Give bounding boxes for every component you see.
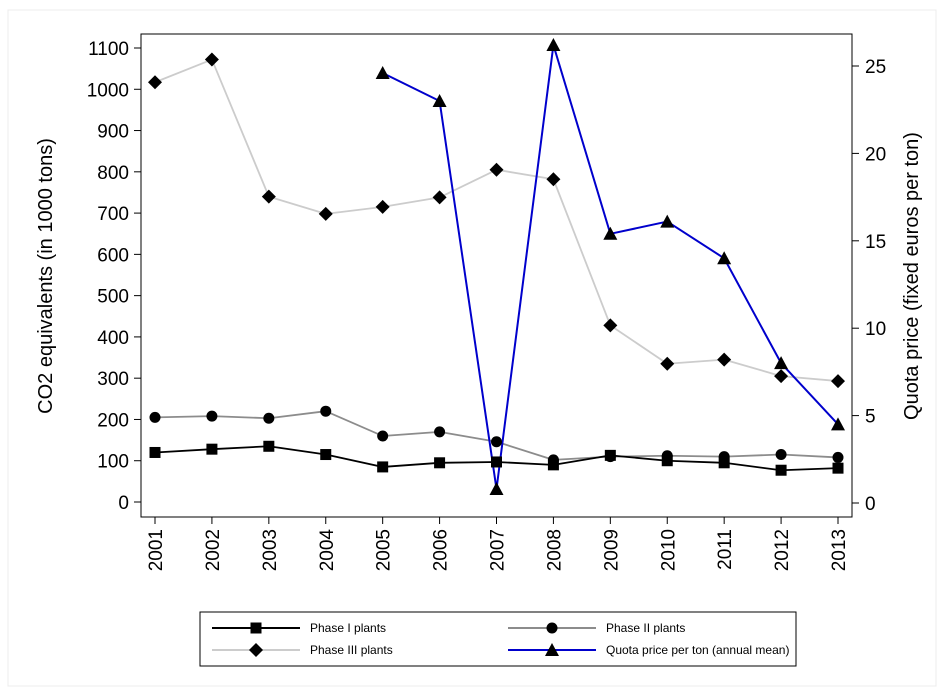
- series-point-square: [434, 457, 446, 469]
- series-point-diamond: [546, 172, 561, 187]
- series-point-square: [206, 443, 218, 455]
- series-point-triangle: [717, 251, 732, 265]
- legend-label: Phase I plants: [310, 621, 386, 635]
- axes-layer: 0 100 200 300 400 500 600 700 800 900 1000 1100 0 5 10…: [35, 33, 923, 572]
- y-axis-title: CO2 equivalents (in 1000 tons): [35, 138, 57, 414]
- x-tick-label: 2007: [488, 529, 509, 571]
- series-point-triangle: [375, 65, 390, 79]
- y-tick-label: 300: [97, 369, 129, 390]
- series-point-circle: [775, 449, 787, 461]
- series-point-triangle: [546, 38, 561, 52]
- chart-frame: [7, 9, 937, 687]
- series-point-diamond: [261, 189, 276, 204]
- y-tick-label: 500: [97, 287, 129, 308]
- series-point-square: [263, 440, 275, 452]
- y-tick-label: 0: [118, 493, 129, 514]
- series-point-square: [832, 462, 844, 474]
- series-point-diamond: [603, 318, 618, 333]
- series-point-diamond: [717, 352, 732, 367]
- series-point-triangle: [831, 417, 845, 431]
- x-tick-label: 2002: [203, 529, 224, 571]
- series-point-triangle: [660, 214, 675, 228]
- x-tick-label: 2009: [601, 529, 622, 571]
- y-tick-label: 1100: [88, 39, 129, 60]
- series-point-square: [320, 449, 332, 461]
- legend-label: Phase II plants: [606, 621, 685, 635]
- series-point-circle: [206, 410, 218, 422]
- series-layer: [148, 38, 845, 496]
- series-point-square: [661, 455, 673, 467]
- x-tick-label: 2013: [829, 529, 850, 571]
- x-tick-label: 2006: [431, 529, 452, 571]
- y-tick-label: 800: [97, 163, 129, 184]
- y-tick-label: 900: [97, 122, 129, 143]
- series-point-diamond: [432, 190, 447, 205]
- y2-tick-label: 25: [865, 57, 886, 78]
- y2-tick-label: 10: [865, 319, 886, 340]
- series-point-circle: [434, 426, 446, 438]
- series-point-diamond: [774, 369, 789, 384]
- y-tick-label: 400: [97, 328, 129, 349]
- y-tick-label: 700: [97, 204, 129, 225]
- series-point-circle: [263, 412, 275, 424]
- series-point-triangle: [432, 93, 447, 107]
- series-point-diamond: [660, 356, 675, 371]
- x-tick-label: 2004: [317, 529, 338, 572]
- y2-axis-title: Quota price (fixed euros per ton): [901, 132, 923, 420]
- y2-tick-label: 0: [865, 494, 876, 515]
- y2-tick-label: 15: [865, 232, 886, 253]
- series-point-circle: [149, 411, 161, 423]
- y2-tick-label: 5: [865, 407, 876, 428]
- y-tick-label: 200: [97, 410, 129, 431]
- x-tick-label: 2011: [715, 529, 736, 570]
- series-point-square: [491, 456, 502, 468]
- series-point-diamond: [489, 162, 504, 177]
- series-point-square: [377, 461, 389, 473]
- series-point-triangle: [603, 226, 618, 240]
- y-tick-label: 100: [97, 452, 129, 473]
- series-point-square: [604, 449, 616, 461]
- series-point-triangle: [774, 356, 789, 370]
- series-point-triangle: [489, 482, 504, 496]
- x-tick-label: 2010: [658, 529, 679, 571]
- series-point-circle: [377, 430, 389, 442]
- y-tick-label: 1000: [87, 80, 129, 101]
- series-point-square: [547, 459, 559, 471]
- legend-marker-triangle: [545, 643, 559, 656]
- series-point-square: [775, 464, 787, 476]
- series-point-diamond: [318, 206, 333, 221]
- series-point-diamond: [148, 75, 162, 90]
- legend-box: [199, 611, 797, 667]
- legend-marker-square: [250, 622, 262, 634]
- series-point-circle: [320, 405, 332, 417]
- series-point-circle: [491, 436, 502, 448]
- legend-label: Quota price per ton (annual mean): [606, 643, 789, 657]
- chart-legend: Phase I plants Phase II plants Phase III p…: [199, 611, 797, 667]
- y-tick-label: 600: [97, 245, 129, 266]
- legend-marker-diamond: [249, 643, 263, 657]
- series-point-diamond: [375, 199, 390, 214]
- x-tick-label: 2008: [544, 529, 565, 571]
- x-tick-label: 2005: [374, 529, 395, 571]
- x-tick-label: 2003: [260, 529, 281, 571]
- series-point-square: [149, 446, 161, 458]
- y2-tick-label: 20: [865, 144, 886, 165]
- legend-marker-circle: [546, 622, 558, 634]
- series-point-diamond: [831, 374, 845, 389]
- x-tick-label: 2012: [772, 529, 793, 571]
- x-tick-label: 2001: [146, 529, 167, 571]
- series-point-square: [718, 457, 730, 469]
- legend-label: Phase III plants: [310, 643, 393, 657]
- series-point-diamond: [204, 52, 219, 67]
- series-point-circle: [832, 451, 844, 463]
